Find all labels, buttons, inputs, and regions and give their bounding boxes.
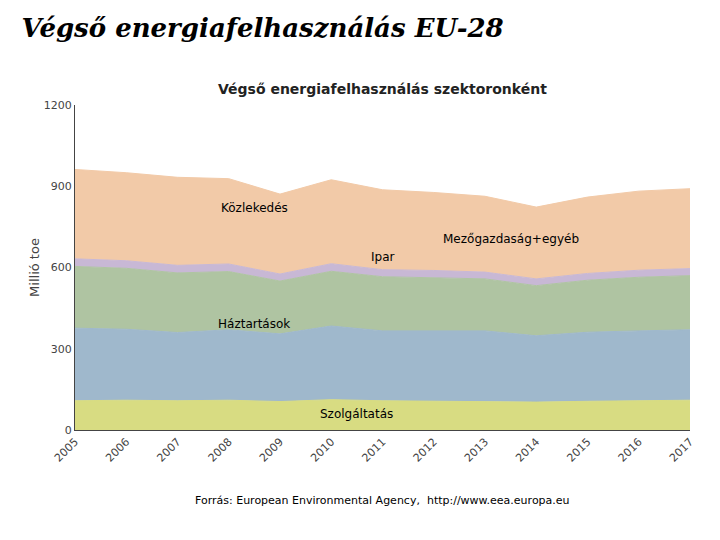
svg-text:Ipar: Ipar [371,250,395,264]
svg-text:900: 900 [51,180,72,193]
svg-text:600: 600 [51,261,72,274]
svg-text:2009: 2009 [257,436,286,465]
svg-text:Végső energiafelhasználás szek: Végső energiafelhasználás szektoronként [218,81,547,97]
svg-text:Közlekedés: Közlekedés [221,201,288,215]
svg-text:2014: 2014 [513,436,542,465]
svg-text:2013: 2013 [462,436,491,465]
svg-text:Mezőgazdaság+egyéb: Mezőgazdaság+egyéb [443,232,579,246]
svg-text:0: 0 [65,424,72,437]
svg-text:1200: 1200 [44,99,72,112]
svg-text:2010: 2010 [308,436,337,465]
svg-text:Forrás: European Environmental: Forrás: European Environmental Agency, h… [195,494,570,507]
svg-text:2017: 2017 [667,436,696,465]
svg-text:2016: 2016 [616,436,645,465]
svg-text:Millió toe: Millió toe [27,238,42,297]
svg-text:Szolgáltatás: Szolgáltatás [320,407,393,421]
svg-text:2006: 2006 [103,436,132,465]
svg-text:2012: 2012 [411,436,440,465]
svg-text:2005: 2005 [52,436,81,465]
svg-text:Háztartások: Háztartások [218,317,290,331]
svg-text:2007: 2007 [155,436,184,465]
svg-text:2008: 2008 [206,436,235,465]
svg-text:Végső energiafelhasználás EU-2: Végső energiafelhasználás EU-28 [22,13,504,43]
svg-text:2015: 2015 [565,436,594,465]
svg-text:300: 300 [51,343,72,356]
svg-text:2011: 2011 [360,436,389,465]
